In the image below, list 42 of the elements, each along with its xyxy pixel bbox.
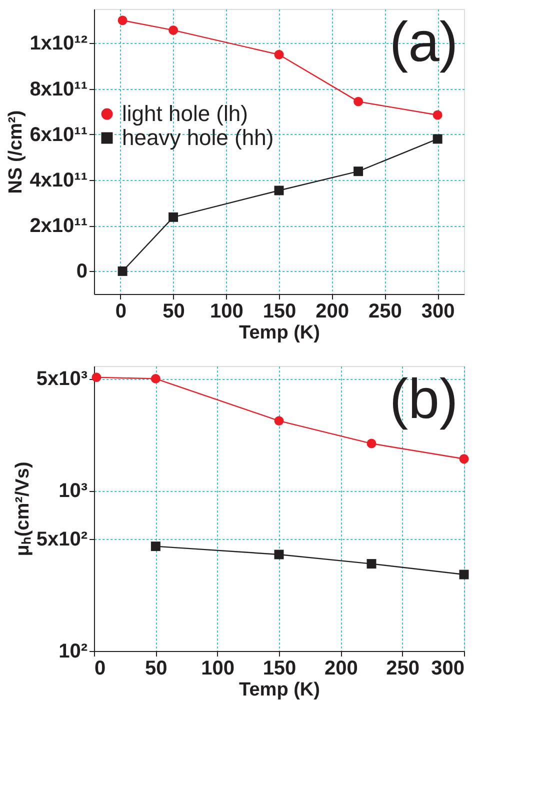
x-tick-label: 0 xyxy=(94,658,106,680)
point xyxy=(118,266,128,276)
point xyxy=(432,110,442,120)
y-tick-label: 0 xyxy=(76,260,88,283)
y-axis-title: NS (/cm²) xyxy=(6,110,27,194)
point xyxy=(118,16,128,26)
x-tick-label: 0 xyxy=(115,300,126,322)
x-tick-label: 150 xyxy=(262,658,296,680)
x-tick-label: 300 xyxy=(431,658,464,680)
point xyxy=(354,166,364,176)
legend-label: heavy hole (hh) xyxy=(122,125,274,150)
x-tick-label: 250 xyxy=(368,300,402,322)
point xyxy=(168,25,178,35)
point xyxy=(274,50,284,60)
x-tick-label: 300 xyxy=(421,300,455,322)
point xyxy=(274,186,284,196)
x-tick-label: 50 xyxy=(145,658,168,680)
x-tick-label: 100 xyxy=(201,658,235,680)
y-tick-label: 10² xyxy=(58,640,88,662)
y-tick-label: 4x10¹¹ xyxy=(30,170,88,192)
y-tick-label: 5x10³ xyxy=(36,368,88,390)
x-axis-title: Temp (K) xyxy=(239,680,320,700)
x-tick-label: 50 xyxy=(162,300,185,322)
x-tick-label: 150 xyxy=(262,300,296,322)
x-tick-label: 200 xyxy=(324,658,358,680)
y-tick-label: 10³ xyxy=(58,480,88,502)
y-tick-label: 2x10¹¹ xyxy=(30,215,88,238)
legend-label: light hole (lh) xyxy=(122,101,248,126)
x-tick-label: 100 xyxy=(210,300,244,322)
point xyxy=(168,212,178,222)
y-tick-label: 5x10² xyxy=(36,528,88,550)
y-axis-title: μₕ(cm²/Vs) xyxy=(12,462,34,556)
y-tick-label: 8x10¹¹ xyxy=(30,78,88,100)
annotation: (b) xyxy=(390,367,458,430)
point xyxy=(432,134,442,144)
x-tick-label: 250 xyxy=(386,658,420,680)
annotation: (a) xyxy=(390,10,458,73)
x-tick-label: 200 xyxy=(316,300,350,322)
point xyxy=(354,96,364,106)
x-axis-title: Temp (K) xyxy=(239,322,320,344)
y-tick-label: 6x10¹¹ xyxy=(30,124,88,146)
y-tick-label: 1x10¹² xyxy=(30,32,88,55)
